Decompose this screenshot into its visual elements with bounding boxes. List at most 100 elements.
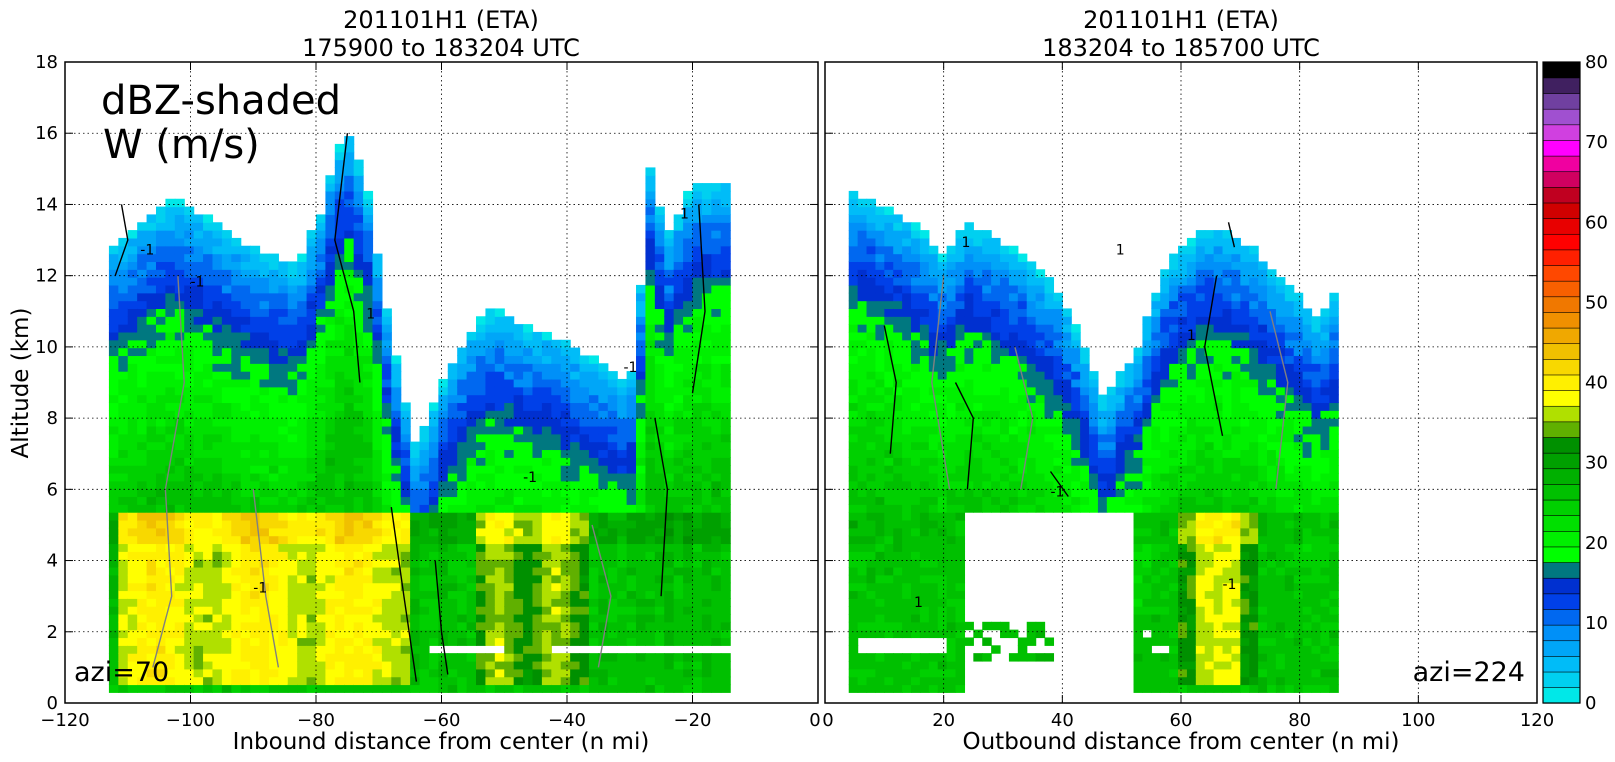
reflectivity-cell [982, 347, 992, 357]
reflectivity-cell [973, 472, 983, 482]
reflectivity-cell [438, 433, 449, 443]
reflectivity-cell [250, 645, 261, 654]
reflectivity-cell [683, 480, 694, 490]
reflectivity-cell [866, 425, 877, 435]
reflectivity-cell [363, 668, 374, 678]
reflectivity-cell [607, 519, 618, 529]
reflectivity-cell [419, 621, 430, 631]
reflectivity-cell [278, 331, 289, 341]
reflectivity-cell [673, 269, 684, 278]
reflectivity-cell [645, 621, 656, 631]
reflectivity-cell [381, 355, 392, 364]
reflectivity-cell [588, 386, 599, 396]
reflectivity-cell [278, 339, 289, 349]
reflectivity-cell [1071, 394, 1081, 404]
reflectivity-cell [306, 347, 317, 357]
reflectivity-cell [240, 496, 251, 505]
reflectivity-cell [636, 410, 647, 419]
reflectivity-cell [1000, 324, 1010, 333]
reflectivity-cell [893, 308, 903, 317]
reflectivity-cell [911, 488, 921, 498]
reflectivity-cell [353, 535, 364, 545]
reflectivity-cell [325, 590, 336, 599]
reflectivity-cell [1124, 472, 1135, 482]
reflectivity-cell [203, 394, 214, 404]
reflectivity-cell [964, 316, 974, 325]
reflectivity-cell [683, 559, 694, 568]
reflectivity-cell [381, 347, 392, 357]
reflectivity-cell [316, 425, 327, 435]
reflectivity-cell [108, 457, 119, 466]
reflectivity-cell [1106, 394, 1117, 404]
reflectivity-cell [268, 324, 279, 333]
reflectivity-cell [955, 645, 966, 654]
reflectivity-cell [857, 574, 868, 584]
reflectivity-cell [334, 668, 345, 678]
reflectivity-cell [902, 551, 912, 560]
reflectivity-cell [344, 214, 355, 223]
reflectivity-cell [504, 535, 515, 545]
reflectivity-cell [221, 543, 232, 552]
reflectivity-cell [410, 629, 421, 639]
reflectivity-cell [664, 284, 675, 294]
reflectivity-cell [1026, 433, 1037, 443]
reflectivity-cell [221, 355, 232, 364]
reflectivity-cell [1053, 394, 1063, 404]
reflectivity-cell [428, 653, 439, 662]
reflectivity-cell [155, 230, 166, 239]
reflectivity-cell [118, 629, 129, 639]
reflectivity-cell [532, 574, 543, 584]
reflectivity-cell [278, 527, 289, 537]
reflectivity-cell [250, 574, 261, 584]
reflectivity-cell [316, 606, 327, 615]
reflectivity-cell [636, 441, 647, 451]
reflectivity-cell [532, 653, 543, 662]
reflectivity-cell [946, 527, 957, 537]
reflectivity-cell [447, 551, 458, 560]
reflectivity-cell [1000, 488, 1010, 498]
reflectivity-cell [588, 472, 599, 482]
reflectivity-cell [344, 167, 355, 176]
reflectivity-cell [184, 606, 195, 615]
reflectivity-cell [457, 402, 468, 411]
reflectivity-cell [165, 269, 176, 278]
reflectivity-cell [523, 355, 534, 364]
reflectivity-cell [344, 660, 355, 670]
reflectivity-cell [673, 230, 684, 239]
reflectivity-cell [108, 684, 119, 693]
reflectivity-cell [884, 206, 894, 216]
reflectivity-cell [636, 535, 647, 545]
reflectivity-cell [165, 684, 176, 693]
reflectivity-cell [344, 394, 355, 404]
reflectivity-cell [344, 668, 355, 678]
reflectivity-cell [146, 590, 157, 599]
reflectivity-cell [268, 684, 279, 693]
reflectivity-cell [701, 237, 712, 247]
reflectivity-cell [607, 613, 618, 623]
reflectivity-cell [419, 653, 430, 662]
reflectivity-cell [875, 418, 885, 427]
reflectivity-cell [848, 371, 859, 380]
reflectivity-cell [560, 449, 571, 458]
reflectivity-cell [911, 433, 921, 443]
reflectivity-cell [306, 629, 317, 639]
reflectivity-cell [278, 535, 289, 545]
reflectivity-cell [221, 676, 232, 686]
reflectivity-cell [673, 590, 684, 599]
reflectivity-cell [457, 613, 468, 623]
reflectivity-cell [155, 465, 166, 474]
reflectivity-cell [560, 559, 571, 568]
reflectivity-cell [410, 449, 421, 458]
reflectivity-cell [928, 277, 939, 286]
reflectivity-cell [184, 668, 195, 678]
reflectivity-cell [297, 418, 308, 427]
reflectivity-cell [875, 355, 885, 364]
reflectivity-cell [344, 183, 355, 192]
reflectivity-cell [683, 324, 694, 333]
reflectivity-cell [334, 590, 345, 599]
reflectivity-cell [875, 230, 885, 239]
reflectivity-cell [1026, 355, 1037, 364]
reflectivity-cell [982, 496, 992, 505]
reflectivity-cell [579, 488, 590, 498]
reflectivity-cell [447, 660, 458, 670]
